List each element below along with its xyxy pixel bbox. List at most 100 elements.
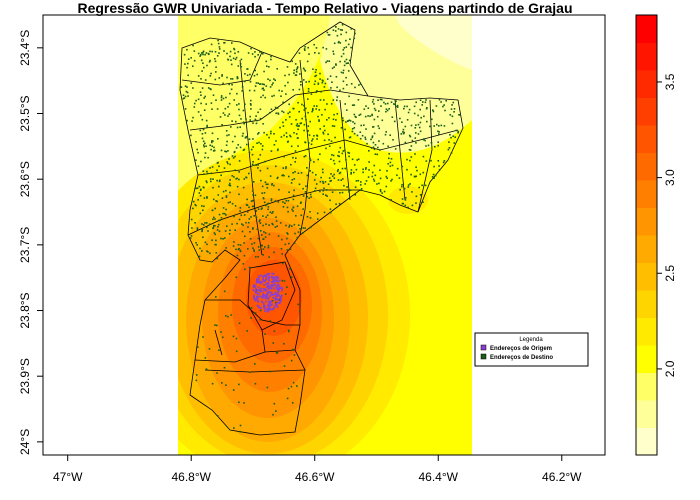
destination-point bbox=[203, 145, 205, 148]
destination-point bbox=[448, 147, 451, 149]
origin-point bbox=[270, 287, 273, 290]
origin-point bbox=[256, 277, 259, 280]
destination-point bbox=[243, 242, 245, 244]
origin-point bbox=[262, 295, 264, 297]
destination-point bbox=[230, 314, 233, 316]
destination-point bbox=[308, 80, 310, 83]
destination-point bbox=[223, 50, 225, 52]
destination-point bbox=[424, 101, 427, 104]
destination-point bbox=[293, 178, 296, 180]
destination-point bbox=[313, 83, 316, 85]
origin-point bbox=[273, 305, 276, 308]
destination-point bbox=[238, 218, 241, 221]
destination-point bbox=[226, 140, 228, 143]
origin-point bbox=[279, 287, 282, 289]
destination-point bbox=[340, 127, 343, 129]
destination-point bbox=[395, 100, 397, 102]
destination-point bbox=[297, 128, 299, 131]
destination-point bbox=[257, 167, 259, 169]
destination-point bbox=[262, 224, 264, 227]
destination-point bbox=[402, 131, 404, 133]
origin-point bbox=[264, 297, 267, 300]
y-tick-label: 23.5°S bbox=[18, 95, 32, 131]
destination-point bbox=[229, 184, 232, 187]
destination-point bbox=[193, 102, 196, 105]
destination-point bbox=[442, 161, 445, 164]
destination-point bbox=[221, 75, 223, 77]
destination-point bbox=[256, 119, 258, 122]
colorbar-segment bbox=[636, 125, 657, 153]
destination-point bbox=[269, 86, 272, 88]
destination-point bbox=[454, 136, 456, 138]
destination-point bbox=[201, 70, 203, 72]
origin-point bbox=[274, 275, 277, 278]
destination-point bbox=[322, 180, 324, 183]
origin-point bbox=[272, 281, 274, 283]
origin-point bbox=[276, 295, 279, 297]
destination-point bbox=[394, 103, 396, 106]
destination-point bbox=[330, 173, 332, 175]
destination-point bbox=[229, 50, 232, 53]
destination-point bbox=[273, 402, 276, 405]
origin-point bbox=[271, 284, 273, 287]
destination-point bbox=[232, 389, 235, 391]
destination-point bbox=[239, 63, 242, 65]
destination-point bbox=[218, 185, 220, 188]
destination-point bbox=[336, 34, 339, 37]
destination-point bbox=[205, 145, 207, 147]
origin-point bbox=[262, 302, 265, 305]
destination-point bbox=[453, 111, 455, 113]
destination-point bbox=[313, 135, 315, 137]
destination-point bbox=[309, 217, 312, 219]
destination-point bbox=[292, 206, 295, 209]
destination-point bbox=[322, 80, 324, 82]
destination-point bbox=[341, 191, 344, 194]
destination-point bbox=[381, 192, 383, 194]
destination-point bbox=[336, 96, 339, 98]
destination-point bbox=[211, 132, 214, 135]
destination-point bbox=[254, 194, 257, 197]
destination-point bbox=[264, 160, 266, 163]
origin-point bbox=[275, 295, 277, 298]
destination-point bbox=[234, 58, 237, 61]
destination-point bbox=[407, 206, 409, 209]
destination-point bbox=[291, 402, 294, 404]
destination-point bbox=[364, 115, 367, 118]
destination-point bbox=[304, 141, 307, 144]
destination-point bbox=[302, 67, 305, 70]
destination-point bbox=[330, 140, 333, 142]
destination-point bbox=[300, 84, 302, 86]
destination-point bbox=[322, 131, 324, 134]
destination-point bbox=[209, 144, 211, 147]
destination-point bbox=[282, 174, 284, 176]
destination-point bbox=[252, 161, 254, 163]
destination-point bbox=[293, 107, 295, 110]
destination-point bbox=[290, 123, 293, 125]
origin-point bbox=[277, 289, 279, 291]
destination-point bbox=[329, 75, 332, 77]
destination-point bbox=[348, 95, 350, 98]
destination-point bbox=[266, 386, 269, 389]
destination-point bbox=[252, 138, 254, 140]
destination-point bbox=[192, 44, 194, 47]
destination-point bbox=[221, 124, 223, 126]
destination-point bbox=[299, 228, 301, 230]
destination-point bbox=[292, 89, 294, 91]
destination-point bbox=[289, 135, 292, 138]
destination-point bbox=[200, 188, 202, 191]
destination-point bbox=[226, 225, 228, 227]
destination-point bbox=[191, 227, 193, 229]
destination-point bbox=[216, 169, 218, 172]
origin-point bbox=[271, 272, 274, 275]
destination-point bbox=[265, 60, 268, 63]
destination-point bbox=[285, 293, 287, 295]
destination-point bbox=[272, 223, 274, 226]
x-tick-label: 46.2°W bbox=[542, 470, 582, 484]
origin-point bbox=[253, 294, 256, 297]
origin-point bbox=[265, 294, 268, 297]
destination-point bbox=[203, 97, 205, 99]
destination-point bbox=[407, 184, 410, 186]
destination-point bbox=[280, 136, 283, 138]
destination-point bbox=[415, 195, 418, 198]
destination-point bbox=[353, 37, 356, 40]
